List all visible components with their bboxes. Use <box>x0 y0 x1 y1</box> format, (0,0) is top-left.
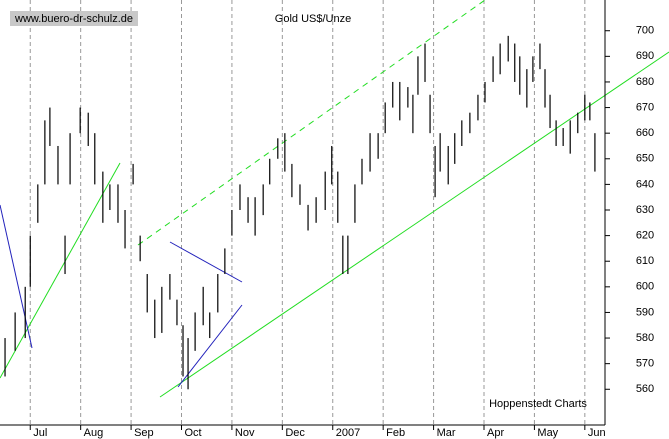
y-tick-label: 580 <box>636 332 654 344</box>
trend-line <box>0 162 121 379</box>
trend-line <box>137 0 486 246</box>
trend-lines <box>0 0 669 398</box>
trend-line <box>169 241 243 283</box>
y-tick-label: 640 <box>636 178 654 190</box>
y-tick-label: 600 <box>636 281 654 293</box>
x-tick-label: Nov <box>235 427 255 439</box>
y-tick-label: 560 <box>636 383 654 395</box>
x-tick-label: Aug <box>84 427 104 439</box>
source-label: www.buero-dr-schulz.de <box>14 13 133 25</box>
y-tick-label: 570 <box>636 358 654 370</box>
x-tick-label: 2007 <box>336 427 360 439</box>
x-tick-label: Sep <box>134 427 154 439</box>
x-tick-label: Dec <box>285 427 305 439</box>
credit: Hoppenstedt Charts <box>489 398 587 410</box>
x-tick-label: Mar <box>437 427 456 439</box>
y-tick-label: 650 <box>636 153 654 165</box>
y-tick-label: 630 <box>636 204 654 216</box>
source-box <box>10 11 138 26</box>
y-tick-label: 680 <box>636 76 654 88</box>
chart-title: Gold US$/Unze <box>275 13 351 25</box>
y-tick-label: 690 <box>636 50 654 62</box>
x-tick-label: Oct <box>185 427 202 439</box>
price-bars <box>4 35 596 390</box>
x-tick-label: Jul <box>33 427 47 439</box>
y-tick-label: 670 <box>636 101 654 113</box>
trend-line <box>177 304 243 388</box>
x-tick-label: Jun <box>588 427 606 439</box>
x-tick-label: Feb <box>386 427 405 439</box>
y-tick-label: 660 <box>636 127 654 139</box>
x-tick-label: May <box>537 427 558 439</box>
y-tick-label: 700 <box>636 25 654 37</box>
y-tick-label: 610 <box>636 255 654 267</box>
trend-line <box>159 51 669 398</box>
y-tick-label: 620 <box>636 230 654 242</box>
trend-line <box>0 204 33 349</box>
x-tick-label: Apr <box>487 427 504 439</box>
y-tick-label: 590 <box>636 306 654 318</box>
